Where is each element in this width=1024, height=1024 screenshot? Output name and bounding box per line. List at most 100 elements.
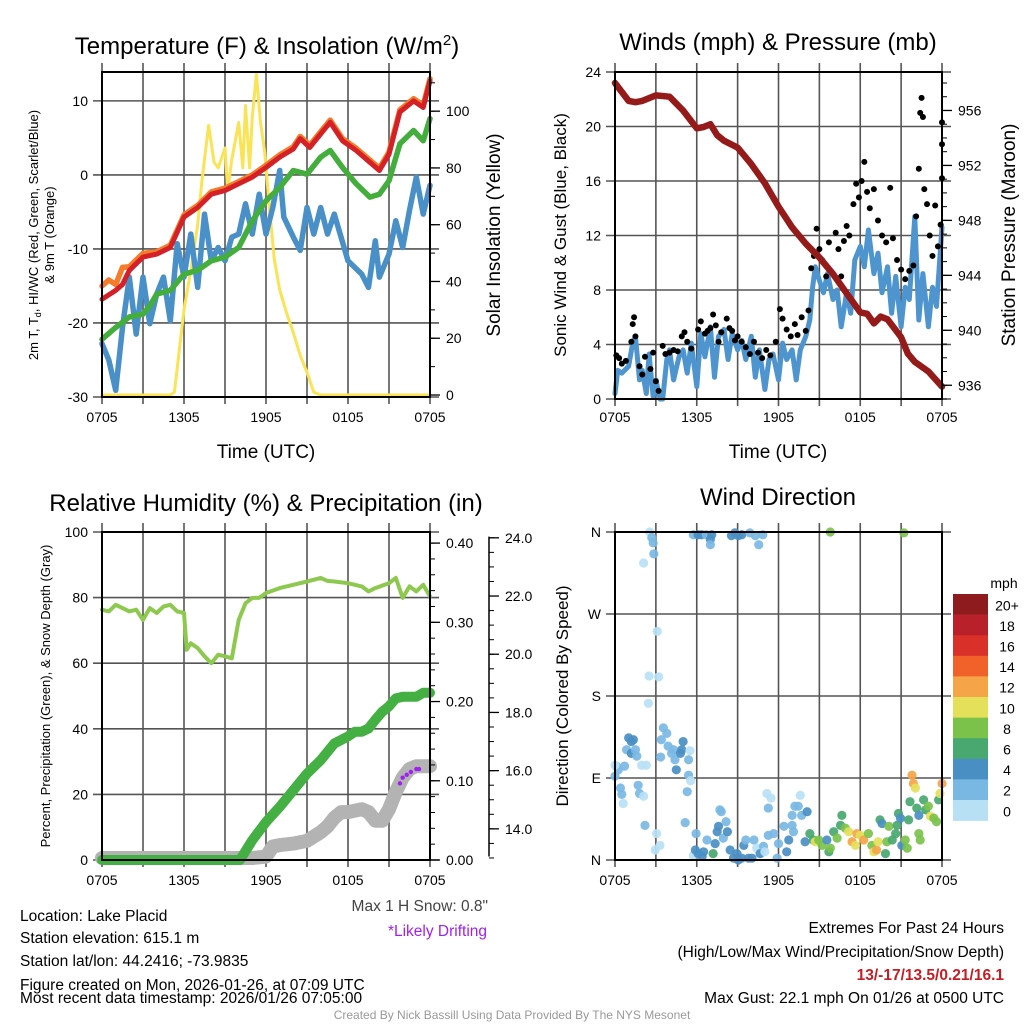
gust-point bbox=[715, 338, 722, 345]
wind-direction-point bbox=[884, 821, 894, 831]
wind-direction-point bbox=[716, 807, 726, 817]
x-tick-label: 0705 bbox=[599, 872, 630, 888]
gust-point bbox=[921, 186, 928, 193]
wind-direction-point bbox=[779, 821, 789, 831]
wind-direction-point bbox=[656, 752, 666, 762]
location-text: Location: Lake Placid bbox=[20, 908, 167, 925]
gust-point bbox=[767, 352, 774, 359]
gust-point bbox=[924, 201, 931, 208]
wind-direction-point bbox=[782, 847, 792, 857]
gust-point bbox=[816, 246, 823, 253]
gust-point bbox=[652, 378, 659, 385]
colorbar-label: 10 bbox=[999, 700, 1015, 716]
gust-point bbox=[729, 327, 736, 334]
gust-point bbox=[723, 315, 730, 322]
x-tick-label: 0705 bbox=[926, 409, 957, 425]
drifting-label: *Likely Drifting bbox=[388, 923, 487, 940]
drifting-point bbox=[408, 769, 414, 775]
y-tick-label: 10 bbox=[72, 93, 88, 109]
colorbar-swatch bbox=[953, 676, 988, 698]
wind-direction-point bbox=[691, 828, 701, 839]
wind-direction-point bbox=[655, 840, 665, 851]
wind-direction-point bbox=[640, 820, 650, 830]
wind-direction-point bbox=[863, 828, 874, 839]
y-tick-label: 20 bbox=[72, 786, 88, 802]
y-tick-label: N bbox=[591, 852, 601, 868]
gust-point bbox=[850, 201, 857, 208]
gust-point bbox=[641, 353, 648, 360]
snow-axis-tick-label: 24.0 bbox=[505, 530, 532, 546]
gust-point bbox=[636, 363, 643, 370]
pressure-axis-tick-label: 940 bbox=[958, 322, 982, 338]
y-tick-label: 24 bbox=[585, 64, 601, 80]
wind-direction-point bbox=[652, 626, 662, 636]
wind-direction-point bbox=[683, 755, 694, 765]
wind-direction-point bbox=[619, 761, 630, 771]
gust-point bbox=[926, 232, 933, 239]
gust-point bbox=[913, 213, 920, 220]
wind-direction-point bbox=[935, 788, 945, 799]
x-tick-label: 0105 bbox=[845, 872, 876, 888]
wind-direction-point bbox=[632, 751, 642, 761]
precipitation-line bbox=[97, 687, 435, 865]
colorbar-swatch bbox=[953, 800, 988, 821]
wind-direction-point bbox=[643, 698, 653, 708]
wind-direction-point bbox=[617, 789, 627, 800]
y-tick-label: -30 bbox=[68, 389, 88, 405]
wind-direction-point bbox=[763, 803, 773, 813]
x-tick-label: 1905 bbox=[250, 409, 281, 425]
plot-frame bbox=[614, 531, 943, 861]
wind-direction-point bbox=[680, 818, 690, 828]
wind-direction-point bbox=[800, 837, 810, 847]
extremes-values: 13/-17/13.5/0.21/16.1 bbox=[857, 967, 1005, 984]
gust-point bbox=[906, 267, 913, 274]
wind-direction-point bbox=[773, 839, 784, 849]
gust-point bbox=[889, 235, 896, 242]
insolation-axis-tick-label: 0 bbox=[446, 387, 454, 403]
gust-point bbox=[932, 202, 939, 209]
gust-point bbox=[832, 229, 839, 236]
wind-direction-point bbox=[639, 558, 649, 568]
gust-point bbox=[846, 232, 853, 239]
gust-point bbox=[919, 113, 926, 120]
wind-direction-point bbox=[914, 810, 924, 820]
wind-direction-point bbox=[850, 840, 861, 851]
y-tick-label: -20 bbox=[68, 315, 88, 331]
gust-point bbox=[813, 225, 820, 232]
temperature-ylabel-line1: 2m T, Td, HI/WC (Red, Green, Scarlet/Blu… bbox=[26, 110, 43, 360]
drifting-point bbox=[404, 772, 409, 777]
gust-point bbox=[655, 387, 662, 394]
humidity-ylabel: Percent, Precipitation (Green), & Snow D… bbox=[38, 545, 53, 848]
wind-direction-point bbox=[880, 849, 891, 859]
wind-direction-point bbox=[750, 531, 760, 541]
wind-direction-point bbox=[654, 672, 664, 682]
y-tick-label: 20 bbox=[585, 119, 601, 135]
ylabel-part: 2m T, T bbox=[26, 317, 41, 360]
ylabel-part: , HI/WC (Red, Green, Scarlet/Blue) bbox=[26, 110, 41, 312]
y-tick-label: W bbox=[588, 606, 602, 622]
wind-direction-point bbox=[822, 835, 832, 845]
y-tick-label: -10 bbox=[68, 241, 88, 257]
y-tick-label: E bbox=[592, 770, 601, 786]
plot-frame bbox=[101, 71, 431, 398]
wind-direction-point bbox=[747, 853, 757, 863]
colorbar-label: 2 bbox=[1003, 783, 1011, 799]
relative-humidity-line bbox=[100, 575, 432, 666]
wind-direction-point bbox=[618, 798, 628, 809]
gust-point bbox=[934, 243, 941, 250]
pressure-line bbox=[611, 79, 946, 390]
gust-point bbox=[763, 346, 770, 353]
snow-axis-tick-label: 22.0 bbox=[505, 588, 532, 604]
insolation-axis-tick-label: 60 bbox=[446, 217, 462, 233]
y-tick-label: 0 bbox=[80, 852, 88, 868]
gust-point bbox=[874, 217, 881, 224]
snow-axis-tick-label: 14.0 bbox=[505, 821, 532, 837]
gust-point bbox=[835, 246, 842, 253]
gust-point bbox=[759, 355, 766, 362]
winds-panel-title: Winds (mph) & Pressure (mb) bbox=[619, 29, 936, 56]
latlon-text: Station lat/lon: 44.2416; -73.9835 bbox=[20, 953, 248, 970]
wind-direction-point bbox=[705, 540, 715, 550]
wind-direction-point bbox=[668, 745, 679, 755]
wind-direction-point bbox=[859, 835, 869, 845]
